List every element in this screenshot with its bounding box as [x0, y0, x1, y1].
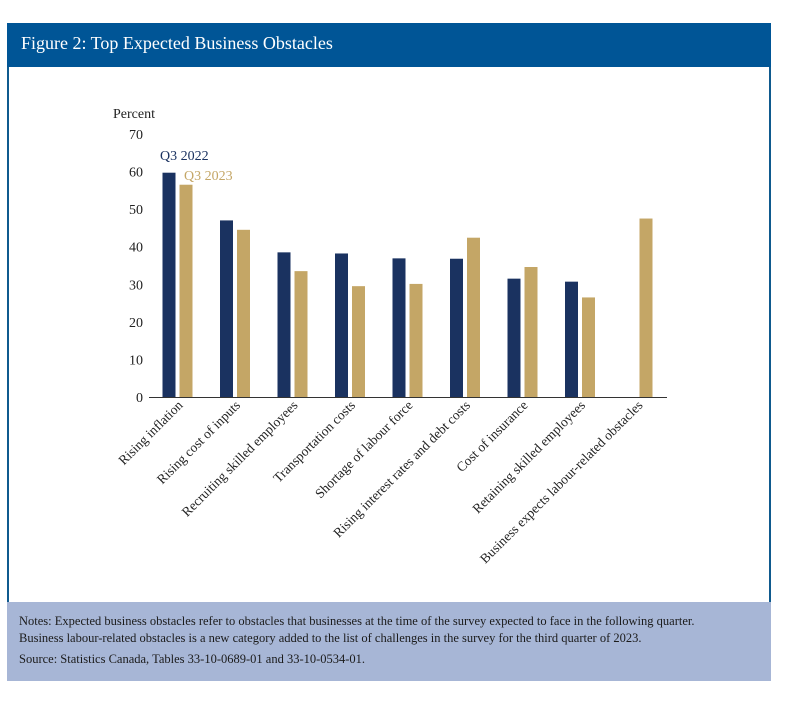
bar-q3-2023: [409, 283, 423, 397]
y-tick-label: 30: [129, 278, 143, 293]
y-tick-label: 0: [136, 391, 143, 406]
bar-q3-2023: [179, 184, 193, 397]
y-tick-label: 70: [129, 128, 143, 143]
bar-q3-2023: [582, 297, 595, 397]
x-tick-label: Recruiting skilled employees: [179, 398, 301, 520]
y-axis-label: Percent: [113, 107, 155, 122]
legend: Q3 2022 Q3 2023: [160, 149, 233, 184]
y-tick-label: 40: [129, 241, 143, 256]
x-tick-label: Shortage of labour force: [312, 398, 416, 502]
bar-q3-2022: [162, 172, 176, 397]
chart-area: Percent 0 10 20 30 40 50 60 70 Q3 2022 Q3 2023 R…: [7, 67, 771, 602]
bar-chart: Percent 0 10 20 30 40 50 60 70 Q3 2022 Q3 2023 R…: [113, 107, 667, 566]
bar-q3-2023: [352, 286, 365, 397]
y-tick-label: 10: [129, 353, 143, 368]
notes-line-1: Notes: Expected business obstacles refer…: [19, 614, 695, 628]
bar-q3-2022: [507, 278, 521, 397]
bar-q3-2022: [220, 220, 233, 397]
figure-title: Figure 2: Top Expected Business Obstacle…: [21, 33, 333, 53]
legend-q3-2023: Q3 2023: [184, 169, 233, 184]
bars: [162, 172, 653, 397]
bar-q3-2022: [565, 281, 578, 397]
bar-q3-2022: [392, 258, 406, 397]
y-tick-label: 20: [129, 316, 143, 331]
legend-q3-2022: Q3 2022: [160, 149, 209, 164]
bar-q3-2023: [237, 229, 250, 397]
y-tick-label: 50: [129, 203, 143, 218]
figure-header: Figure 2: Top Expected Business Obstacle…: [7, 23, 771, 67]
bar-q3-2023: [524, 267, 538, 397]
source-line: Source: Statistics Canada, Tables 33-10-…: [19, 652, 366, 666]
bar-q3-2023: [639, 218, 653, 397]
y-axis-ticks: 0 10 20 30 40 50 60 70: [129, 128, 143, 406]
notes-line-2: Business labour-related obstacles is a n…: [19, 631, 642, 645]
bar-q3-2022: [335, 253, 348, 397]
bar-q3-2022: [277, 252, 291, 397]
y-tick-label: 60: [129, 166, 143, 181]
notes-panel: Notes: Expected business obstacles refer…: [7, 602, 771, 681]
x-tick-label: Retaining skilled employees: [469, 398, 588, 517]
bar-q3-2023: [294, 271, 308, 397]
bar-q3-2022: [450, 258, 463, 397]
bar-q3-2023: [467, 237, 480, 397]
